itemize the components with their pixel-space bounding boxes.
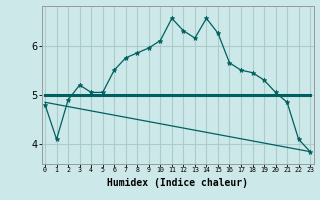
X-axis label: Humidex (Indice chaleur): Humidex (Indice chaleur) xyxy=(107,178,248,188)
